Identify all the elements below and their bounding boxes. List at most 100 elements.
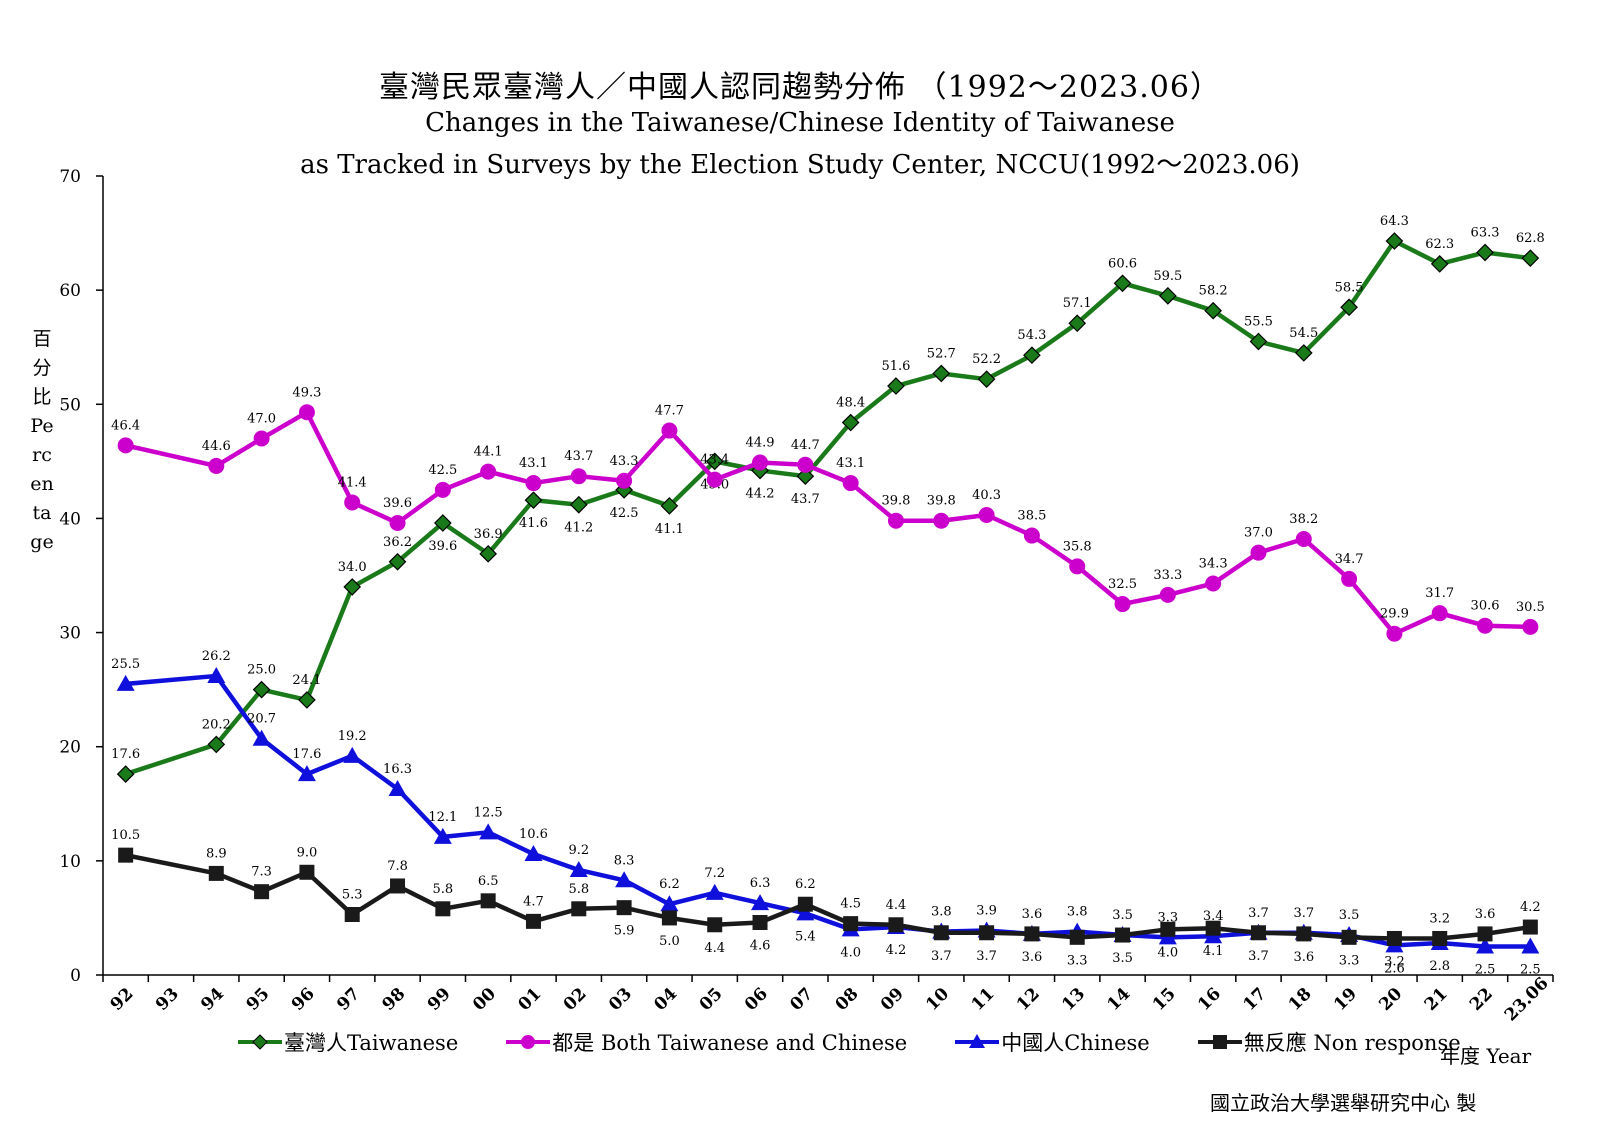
data-label-nonresponse: 4.0 (1158, 945, 1179, 960)
data-label-chinese: 2.6 (1384, 961, 1405, 976)
data-label-taiwanese: 52.2 (972, 352, 1001, 367)
data-label-nonresponse: 3.7 (931, 949, 952, 964)
data-label-chinese: 17.6 (292, 747, 321, 762)
x-tick-label: 08 (832, 984, 863, 1015)
legend-triangle-icon (955, 1034, 1000, 1048)
data-label-nonresponse: 5.9 (614, 924, 635, 939)
data-label-taiwanese: 48.4 (836, 396, 865, 411)
point-taiwanese (1068, 314, 1087, 333)
point-both (434, 481, 451, 498)
point-taiwanese (388, 552, 407, 571)
data-label-taiwanese: 41.1 (655, 522, 684, 537)
point-nonresponse (1432, 930, 1448, 946)
data-label-both: 39.8 (927, 494, 956, 509)
data-label-nonresponse: 7.3 (251, 865, 272, 880)
point-both (208, 457, 225, 474)
point-taiwanese (1476, 243, 1494, 262)
legend-diamond-icon (238, 1034, 282, 1050)
data-label-taiwanese: 54.3 (1017, 328, 1046, 343)
point-both (1114, 596, 1131, 613)
point-both (887, 512, 904, 529)
point-taiwanese (1158, 287, 1177, 305)
data-label-both: 47.7 (655, 404, 684, 419)
data-label-nonresponse: 3.5 (1112, 951, 1133, 966)
data-label-both: 34.3 (1199, 556, 1228, 571)
data-label-nonresponse: 5.3 (342, 888, 363, 903)
data-label-both: 29.9 (1380, 607, 1409, 622)
data-label-chinese: 3.5 (1112, 908, 1133, 923)
point-taiwanese (298, 691, 316, 709)
data-label-taiwanese: 39.6 (428, 539, 457, 554)
data-label-nonresponse: 4.5 (840, 897, 861, 912)
data-label-nonresponse: 5.0 (659, 934, 680, 949)
data-label-both: 30.5 (1516, 600, 1545, 615)
point-chinese (660, 895, 679, 912)
y-tick-label: 30 (59, 624, 81, 644)
point-taiwanese (1113, 274, 1132, 293)
data-label-nonresponse: 3.2 (1429, 911, 1450, 926)
data-label-taiwanese: 58.2 (1199, 284, 1228, 299)
x-tick-label: 07 (786, 984, 817, 1015)
legend-item-nonresponse: 無反應 Non response (1197, 1027, 1461, 1057)
data-label-chinese: 26.2 (202, 649, 231, 664)
x-tick-label: 94 (197, 984, 228, 1015)
data-label-taiwanese: 43.7 (791, 492, 820, 507)
point-both (253, 430, 270, 447)
series-line-chinese (125, 673, 1531, 949)
x-tick-label: 93 (152, 984, 183, 1015)
data-label-nonresponse: 3.2 (1384, 954, 1405, 969)
x-tick-label: 92 (107, 984, 138, 1015)
x-axis-label: 年度 Year (1440, 1044, 1532, 1068)
point-taiwanese (433, 514, 452, 532)
data-label-nonresponse: 4.1 (1203, 944, 1224, 959)
point-taiwanese (1204, 301, 1223, 320)
data-label-chinese: 3.5 (1339, 908, 1360, 923)
data-label-both: 33.3 (1153, 568, 1182, 583)
data-label-chinese: 3.3 (1158, 910, 1179, 925)
data-label-taiwanese: 63.3 (1471, 225, 1500, 240)
point-both (1386, 625, 1403, 642)
data-label-nonresponse: 7.8 (387, 859, 408, 874)
data-label-nonresponse: 4.7 (523, 894, 544, 909)
data-label-chinese: 10.6 (519, 827, 548, 842)
data-label-both: 44.1 (474, 445, 503, 460)
point-chinese (343, 746, 362, 763)
data-label-chinese: 3.4 (1203, 909, 1224, 924)
data-label-nonresponse: 3.7 (976, 949, 997, 964)
data-label-nonresponse: 3.7 (1248, 949, 1269, 964)
credit-text: 國立政治大學選舉研究中心 製 (1210, 1091, 1477, 1115)
data-label-taiwanese: 51.6 (881, 359, 910, 374)
data-label-both: 41.4 (338, 475, 367, 490)
point-taiwanese (343, 578, 362, 596)
point-both (933, 512, 950, 529)
point-nonresponse (888, 917, 904, 933)
data-label-both: 31.7 (1425, 586, 1454, 601)
x-tick-label: 00 (469, 984, 500, 1015)
point-nonresponse (661, 910, 677, 926)
data-label-both: 42.5 (428, 463, 457, 478)
data-label-taiwanese: 17.6 (111, 747, 140, 762)
data-label-taiwanese: 54.5 (1289, 326, 1318, 341)
legend-label-taiwanese: 臺灣人Taiwanese (284, 1031, 459, 1055)
data-label-nonresponse: 5.8 (433, 882, 454, 897)
point-taiwanese (569, 495, 588, 514)
x-tick-label: 20 (1375, 984, 1406, 1015)
point-both (1250, 544, 1267, 561)
data-label-both: 43.3 (610, 454, 639, 469)
point-nonresponse (979, 925, 995, 941)
data-label-nonresponse: 4.6 (750, 938, 771, 953)
data-label-taiwanese: 62.3 (1425, 237, 1454, 252)
x-tick-label: 99 (424, 984, 455, 1015)
data-label-both: 44.9 (746, 435, 775, 450)
x-tick-label: 02 (560, 984, 591, 1015)
legend-item-chinese: 中國人Chinese (955, 1027, 1150, 1057)
data-label-chinese: 12.1 (428, 810, 457, 825)
data-label-chinese: 2.8 (1429, 959, 1450, 974)
data-label-chinese: 3.6 (1022, 907, 1043, 922)
point-chinese (479, 823, 498, 840)
point-nonresponse (797, 896, 813, 912)
point-nonresponse (254, 884, 270, 900)
point-nonresponse (707, 917, 723, 933)
point-chinese (1521, 937, 1540, 954)
data-label-both: 49.3 (292, 385, 321, 400)
